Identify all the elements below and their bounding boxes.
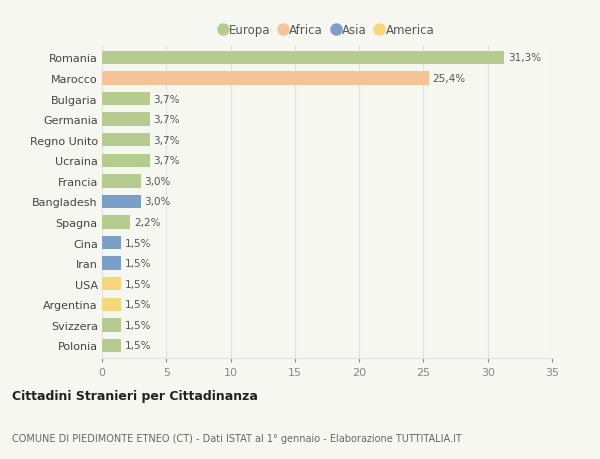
Text: 2,2%: 2,2%: [134, 218, 161, 228]
Text: 3,0%: 3,0%: [145, 197, 171, 207]
Bar: [102, 277, 121, 291]
Bar: [102, 236, 121, 250]
Text: 3,7%: 3,7%: [154, 115, 180, 125]
Bar: [102, 113, 149, 127]
Text: 3,0%: 3,0%: [145, 176, 171, 186]
Text: 1,5%: 1,5%: [125, 341, 152, 351]
Text: 31,3%: 31,3%: [508, 53, 541, 63]
Bar: [102, 339, 121, 353]
Bar: [102, 93, 149, 106]
Text: Cittadini Stranieri per Cittadinanza: Cittadini Stranieri per Cittadinanza: [12, 389, 258, 403]
Text: 1,5%: 1,5%: [125, 279, 152, 289]
Text: 3,7%: 3,7%: [154, 94, 180, 104]
Bar: [102, 298, 121, 311]
Text: 25,4%: 25,4%: [433, 74, 466, 84]
Legend: Europa, Africa, Asia, America: Europa, Africa, Asia, America: [220, 24, 434, 37]
Bar: [102, 195, 140, 209]
Bar: [102, 257, 121, 270]
Bar: [102, 51, 505, 65]
Bar: [102, 134, 149, 147]
Bar: [102, 154, 149, 168]
Bar: [102, 175, 140, 188]
Bar: [102, 216, 130, 229]
Bar: [102, 72, 428, 85]
Text: 3,7%: 3,7%: [154, 156, 180, 166]
Text: 1,5%: 1,5%: [125, 238, 152, 248]
Text: 1,5%: 1,5%: [125, 300, 152, 310]
Text: 3,7%: 3,7%: [154, 135, 180, 146]
Bar: [102, 319, 121, 332]
Text: 1,5%: 1,5%: [125, 320, 152, 330]
Text: 1,5%: 1,5%: [125, 258, 152, 269]
Text: COMUNE DI PIEDIMONTE ETNEO (CT) - Dati ISTAT al 1° gennaio - Elaborazione TUTTIT: COMUNE DI PIEDIMONTE ETNEO (CT) - Dati I…: [12, 433, 462, 442]
